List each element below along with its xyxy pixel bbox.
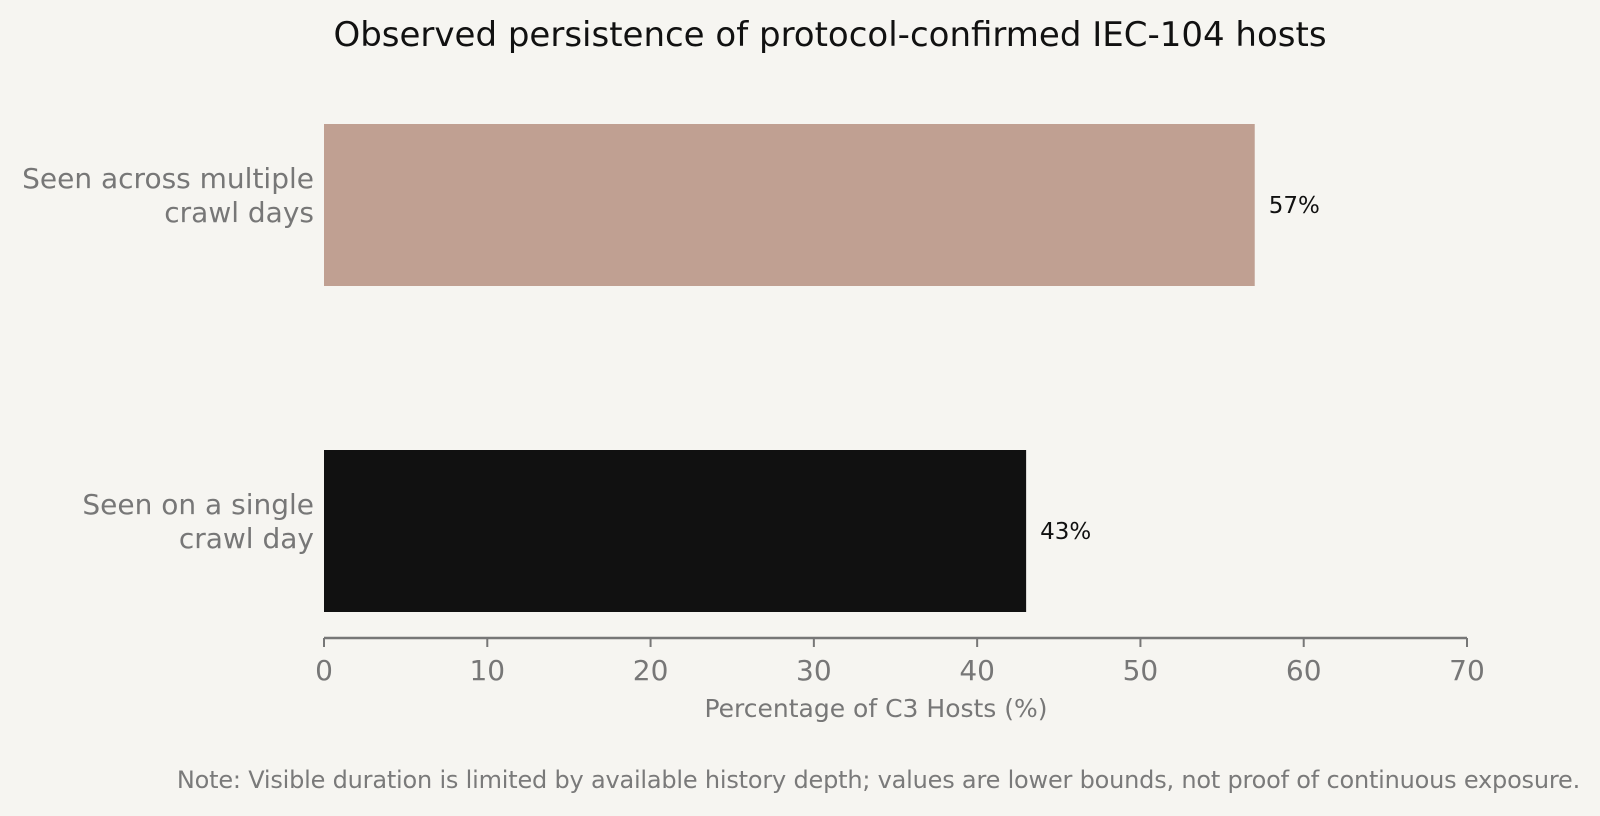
x-tick-label-2: 20 xyxy=(633,654,669,687)
footnote: Note: Visible duration is limited by ava… xyxy=(176,766,1580,794)
bar-value-label-1: 43% xyxy=(1040,519,1091,545)
x-tick-label-4: 40 xyxy=(959,654,995,687)
bar-1 xyxy=(324,450,1027,612)
x-axis-label: Percentage of C3 Hosts (%) xyxy=(704,694,1047,723)
bar-value-label-0: 57% xyxy=(1269,193,1320,219)
chart-title: Observed persistence of protocol-confirm… xyxy=(333,15,1326,55)
category-label-1: Seen on a single crawl day xyxy=(82,488,314,555)
x-tick-label-0: 0 xyxy=(315,654,333,687)
bar-0 xyxy=(324,124,1255,286)
category-label-0: Seen across multiple crawl days xyxy=(22,162,314,229)
x-tick-label-6: 60 xyxy=(1286,654,1322,687)
x-tick-label-7: 70 xyxy=(1449,654,1485,687)
x-tick-label-5: 50 xyxy=(1123,654,1159,687)
x-tick-label-3: 30 xyxy=(796,654,832,687)
x-tick-label-1: 10 xyxy=(469,654,505,687)
